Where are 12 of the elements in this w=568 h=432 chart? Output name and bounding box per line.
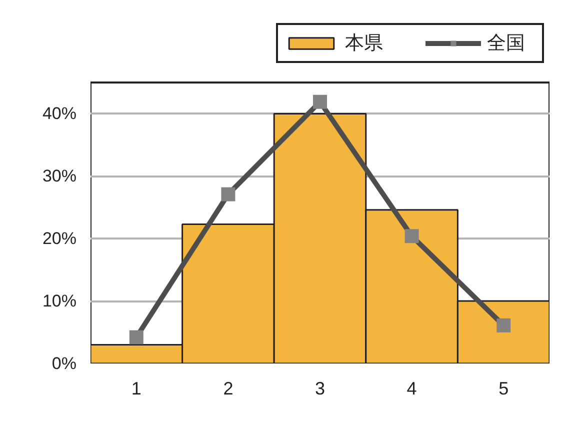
y-tick-label: 40%	[42, 104, 77, 124]
x-tick-label: 1	[131, 378, 142, 398]
y-tick-label: 20%	[42, 229, 77, 248]
y-tick-label: 30%	[42, 166, 77, 186]
y-tick-label: 0%	[52, 354, 77, 373]
legend-label: 全国	[487, 31, 526, 56]
x-tick-label: 3	[314, 378, 326, 398]
x-tick-label: 4	[406, 378, 417, 398]
x-tick-label: 5	[498, 378, 509, 398]
x-tick-label: 2	[223, 378, 234, 398]
legend-label: 本県	[345, 31, 384, 56]
y-tick-label: 10%	[42, 292, 77, 311]
